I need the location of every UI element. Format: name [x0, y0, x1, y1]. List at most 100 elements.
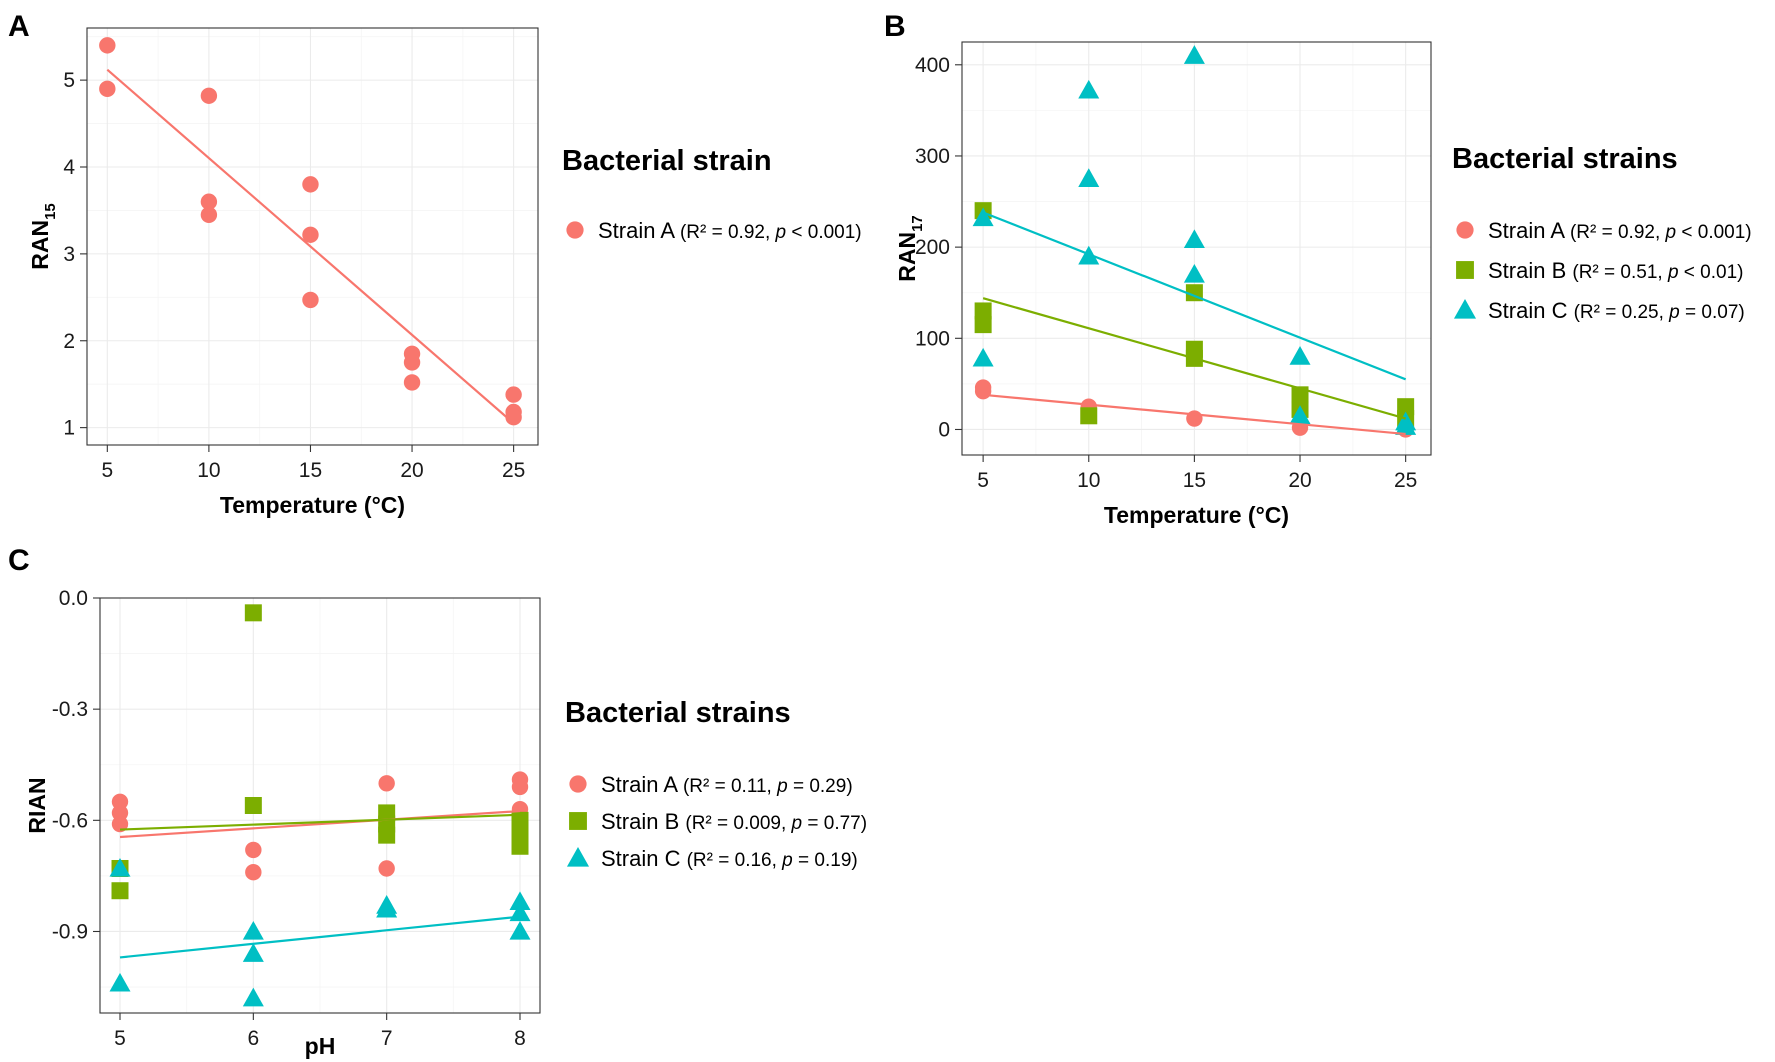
data-point	[302, 226, 319, 243]
data-point	[1289, 405, 1311, 424]
x-tick-label: 6	[247, 1027, 259, 1050]
panel-letter: A	[8, 10, 30, 43]
data-point	[302, 291, 319, 309]
legend-stat-part: = 0.07)	[1680, 302, 1745, 323]
plot-area	[972, 45, 1417, 438]
series-strain-a	[99, 37, 522, 426]
regression-line	[106, 68, 515, 425]
data-point	[302, 176, 319, 193]
data-point	[974, 316, 992, 334]
gridlines	[962, 42, 1431, 455]
x-tick-label: 25	[502, 459, 525, 482]
y-axis-title-subscript: 17	[909, 215, 926, 232]
legend-stat-part: (R² = 0.16,	[687, 850, 783, 871]
y-tick-label: 0	[938, 418, 950, 441]
gridlines	[87, 28, 538, 445]
legend-title: Bacterial strain	[562, 145, 772, 177]
x-tick-label: 5	[977, 469, 989, 492]
data-point	[111, 815, 129, 833]
legend-strain-name: Strain C	[1488, 298, 1574, 323]
legend-stat-part: < 0.001)	[1676, 222, 1752, 243]
series-strain-c	[972, 45, 1417, 435]
y-axis-title-main: RAN	[27, 220, 53, 270]
legend-stat-part: p	[1667, 262, 1679, 283]
legend-stat-part: = 0.29)	[788, 776, 853, 797]
regression-line	[119, 813, 521, 831]
data-point	[1078, 168, 1100, 187]
data-point	[509, 920, 531, 940]
legend-key	[1453, 298, 1477, 319]
x-tick-label: 5	[101, 459, 113, 482]
x-tick-label: 20	[400, 459, 423, 482]
x-tick-label: 8	[514, 1027, 526, 1050]
panel-b: B 5 10 15 20 25 0 100 200 300 400 Temperature (°C) R…	[884, 10, 1752, 528]
legend-label: Strain A (R² = 0.92, p < 0.001)	[1488, 218, 1752, 243]
y-tick-label: 3	[63, 243, 75, 266]
legend-stat-part: (R² = 0.11,	[683, 776, 777, 797]
data-point	[403, 354, 421, 371]
plot-area	[109, 604, 531, 1007]
data-point	[1080, 407, 1098, 425]
y-tick-label: 300	[915, 145, 950, 168]
legend-stat-part: = 0.19)	[793, 850, 858, 871]
legend-stat-part: p	[781, 850, 793, 871]
data-point	[1395, 416, 1417, 435]
x-tick-label: 10	[1077, 469, 1100, 492]
legend-title: Bacterial strains	[565, 697, 791, 729]
legend-label: Strain B (R² = 0.51, p < 0.01)	[1488, 258, 1744, 283]
legend-stat-part: (R² = 0.51,	[1572, 262, 1668, 283]
data-point	[244, 604, 262, 622]
plot-frame	[99, 597, 541, 1014]
x-tick-label: 7	[381, 1027, 393, 1050]
panel-letter: C	[8, 544, 30, 577]
x-axis-title: Temperature (°C)	[220, 492, 405, 518]
legend-key	[569, 775, 587, 793]
data-point	[505, 409, 522, 426]
legend-strain-name: Strain B	[1488, 258, 1572, 283]
x-axis-title: pH	[305, 1033, 336, 1059]
regression-line	[119, 915, 521, 959]
data-point	[511, 778, 529, 796]
legend-strain-name: Strain A	[1488, 218, 1570, 243]
y-tick-label: 2	[63, 330, 75, 353]
y-tick-label: 4	[63, 156, 75, 179]
y-tick-label: -0.9	[52, 920, 88, 943]
data-point	[972, 347, 994, 367]
legend-label: Strain A (R² = 0.11, p = 0.29)	[601, 772, 853, 797]
data-point	[378, 775, 395, 792]
data-point	[511, 837, 529, 855]
data-point	[378, 860, 395, 877]
legend-stat-part: = 0.77)	[802, 813, 867, 834]
legend-strain-name: Strain C	[601, 846, 687, 871]
regression-line	[119, 809, 521, 839]
legend-key	[1456, 261, 1474, 279]
legend-stat-part: p	[775, 222, 787, 243]
legend-label: Strain A (R² = 0.92, p < 0.001)	[598, 218, 862, 243]
data-point	[1183, 229, 1205, 249]
regression-line	[983, 393, 1406, 436]
data-point	[245, 863, 262, 881]
legend-strain-name: Strain A	[601, 772, 683, 797]
y-axis-title-main: RAN	[894, 232, 920, 282]
data-point	[403, 374, 421, 391]
data-point	[1183, 45, 1205, 64]
legend-stat-part: p	[776, 776, 788, 797]
legend-title: Bacterial strains	[1452, 143, 1678, 175]
legend-stat-part: (R² = 0.25,	[1574, 302, 1670, 323]
data-point	[99, 80, 116, 98]
x-tick-label: 15	[1183, 469, 1206, 492]
y-axis-title: RIAN	[24, 777, 50, 833]
data-point	[109, 972, 131, 992]
data-point	[99, 37, 116, 54]
legend: Bacterial strains Strain A (R² = 0.11, p …	[565, 697, 867, 871]
legend-stat-part: p	[1665, 222, 1677, 243]
legend-stat-part: < 0.01)	[1679, 262, 1744, 283]
panel-c: C 5 6 7 8 0.0 -0.3 -0.6 -0.9 pH RIAN Bacterial stra…	[8, 544, 867, 1059]
y-tick-label: 1	[63, 417, 75, 440]
data-point	[376, 898, 398, 918]
y-tick-label: 400	[915, 54, 950, 77]
x-tick-label: 15	[299, 459, 322, 482]
data-point	[509, 891, 531, 911]
legend-stat-part: p	[1668, 302, 1680, 323]
